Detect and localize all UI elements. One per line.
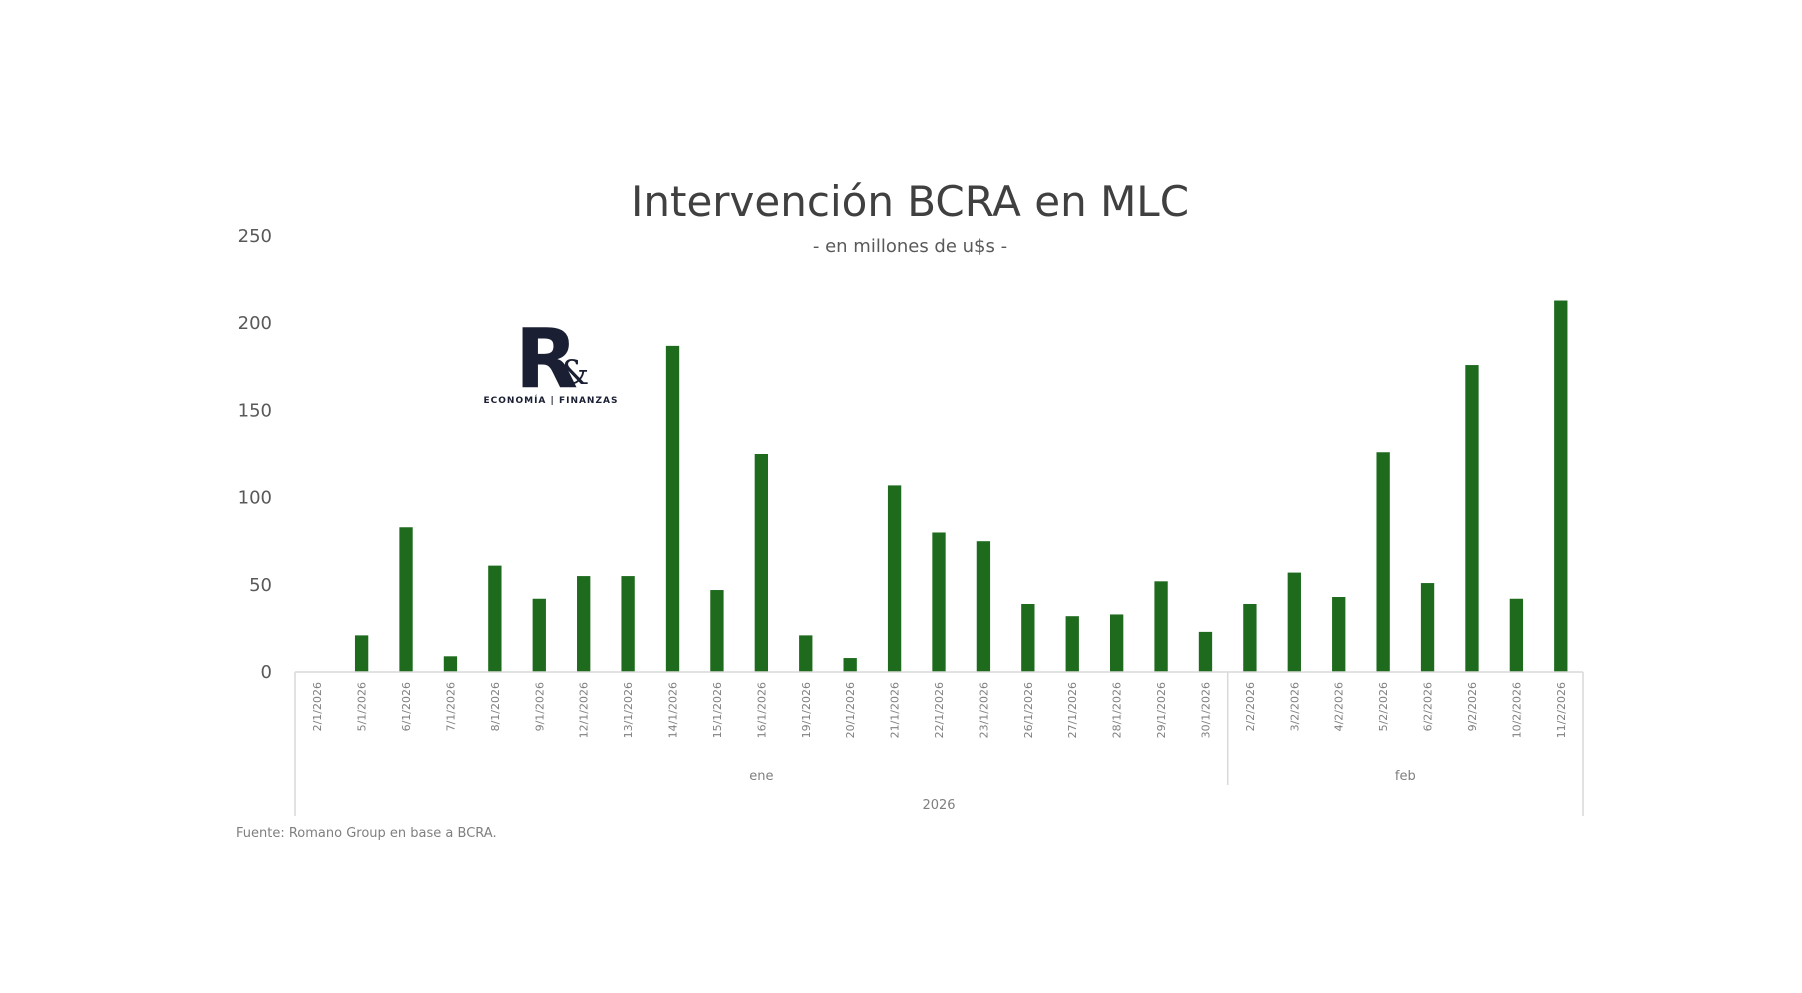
bar (1332, 597, 1346, 672)
y-axis: 250 200 150 100 50 0 (238, 226, 272, 683)
x-tick-label: 27/1/2026 (1066, 682, 1079, 738)
bar (488, 565, 502, 672)
bar (532, 598, 546, 672)
bar (887, 485, 902, 672)
x-tick-label: 5/1/2026 (356, 682, 369, 731)
bar (754, 454, 769, 672)
bar (1021, 603, 1035, 672)
chart-subtitle: - en millones de u$s - (813, 236, 1007, 257)
logo-tagline: ECONOMÍA | FINANZAS (484, 394, 619, 406)
bar (1465, 365, 1479, 672)
bar (621, 576, 635, 672)
bar (1554, 300, 1568, 672)
x-tick-label: 2/1/2026 (311, 682, 324, 731)
y-tick-label: 50 (249, 575, 272, 596)
bar (1198, 631, 1213, 672)
bar (976, 541, 991, 672)
y-tick-label: 100 (238, 488, 272, 509)
x-tick-label: 20/1/2026 (844, 682, 857, 738)
x-tick-label: 6/2/2026 (1422, 682, 1435, 731)
logo-letter: R (515, 312, 578, 407)
chart-title: Intervención BCRA en MLC (631, 177, 1189, 226)
x-tick-label: 22/1/2026 (933, 682, 946, 738)
x-tick-label: 11/2/2026 (1555, 682, 1568, 738)
bar (1243, 603, 1257, 672)
bar (932, 532, 946, 672)
x-tick-label: 8/1/2026 (489, 682, 502, 731)
bar (1109, 614, 1124, 672)
x-tick-label: 15/1/2026 (711, 682, 724, 738)
bar (1509, 598, 1524, 672)
y-tick-label: 150 (238, 400, 272, 421)
bar (443, 656, 458, 672)
bar (1376, 452, 1390, 672)
bar (399, 527, 413, 672)
y-tick-label: 250 (238, 226, 272, 247)
x-tick-label: 16/1/2026 (755, 682, 768, 738)
x-tick-label: 9/1/2026 (533, 682, 546, 731)
year-label: 2026 (922, 798, 955, 813)
x-tick-label: 13/1/2026 (622, 682, 635, 738)
bar (710, 590, 724, 672)
bar (354, 635, 369, 672)
month-label: ene (749, 769, 773, 784)
x-tick-label: 2/2/2026 (1244, 682, 1257, 731)
x-tick-label: 30/1/2026 (1199, 682, 1212, 738)
x-tick-label: 10/2/2026 (1510, 682, 1523, 738)
bar (1420, 583, 1435, 672)
logo: R & ECONOMÍA | FINANZAS (484, 312, 619, 407)
x-axis: 2/1/2026 5/1/2026 6/1/2026 7/1/2026 8/1/2026… (294, 671, 1584, 816)
x-tick-label: 23/1/2026 (977, 682, 990, 738)
bar (665, 345, 680, 672)
x-tick-label: 28/1/2026 (1111, 682, 1124, 738)
source-note: Fuente: Romano Group en base a BCRA. (236, 826, 497, 841)
x-tick-label: 5/2/2026 (1377, 682, 1390, 731)
bars (354, 300, 1568, 672)
month-label: feb (1395, 769, 1416, 784)
x-tick-label: 26/1/2026 (1022, 682, 1035, 738)
x-tick-label: 7/1/2026 (444, 682, 457, 731)
x-tick-label: 12/1/2026 (578, 682, 591, 738)
x-tick-label: 14/1/2026 (667, 682, 680, 738)
bar (843, 658, 857, 672)
bar (1065, 616, 1079, 672)
x-tick-label: 9/2/2026 (1466, 682, 1479, 731)
x-tick-label: 4/2/2026 (1333, 682, 1346, 731)
x-tick-label: 19/1/2026 (800, 682, 813, 738)
logo-ampersand: & (559, 353, 589, 393)
x-tick-label: 29/1/2026 (1155, 682, 1168, 738)
bar (1287, 572, 1301, 672)
bar (799, 635, 813, 672)
x-tick-label: 21/1/2026 (889, 682, 902, 738)
x-tick-label: 6/1/2026 (400, 682, 413, 731)
x-tick-label: 3/2/2026 (1288, 682, 1301, 731)
y-tick-label: 0 (261, 662, 272, 683)
bar (1154, 581, 1168, 672)
y-tick-label: 200 (238, 313, 272, 334)
bar (577, 576, 591, 672)
